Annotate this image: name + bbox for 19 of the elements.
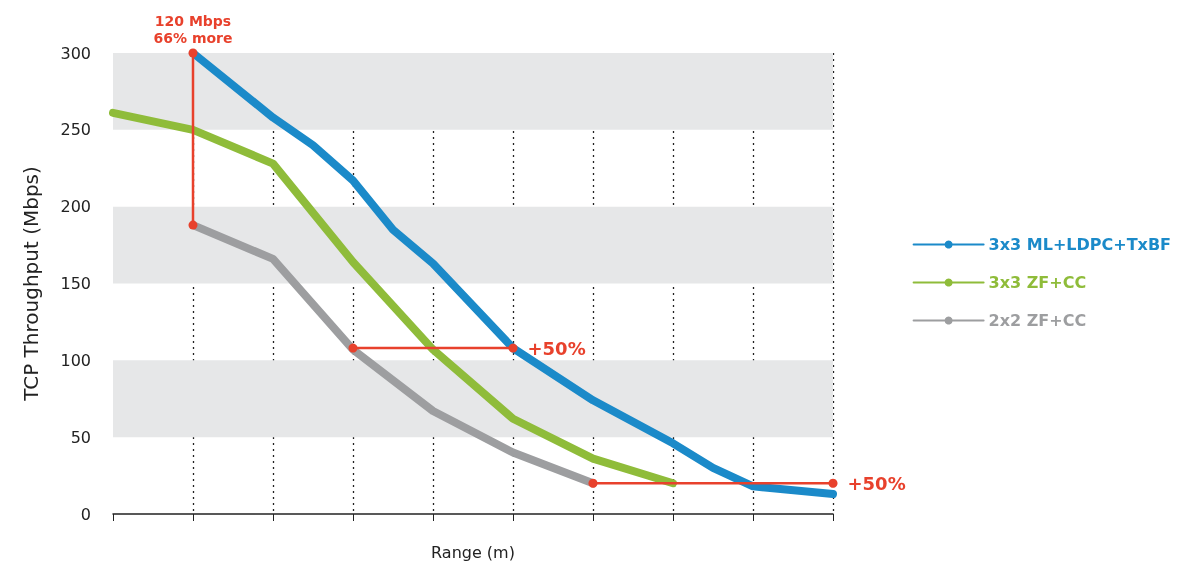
text: +50% <box>847 472 906 494</box>
y-axis-title: TCP Throughput (Mbps) <box>19 166 43 402</box>
y-tick-label: 150 <box>60 274 91 293</box>
point <box>508 343 518 353</box>
legend-label: 3x3 ML+LDPC+TxBF <box>988 235 1171 254</box>
point <box>588 478 598 488</box>
point <box>348 343 358 353</box>
x-axis-title: Range (m) <box>431 542 515 562</box>
y-tick-label: 250 <box>60 120 91 140</box>
y-tick-label: 50 <box>70 427 91 447</box>
annotation: +50% <box>527 337 586 359</box>
y-tick-label: 200 <box>60 197 91 217</box>
y-tick-label: 0 <box>80 504 91 524</box>
legend-label: 3x3 ZF+CC <box>988 273 1087 292</box>
text: 120 Mbps 66% more <box>153 12 233 46</box>
y-tick-label: 300 <box>60 43 91 63</box>
legend-label: 2x2 ZF+CC <box>988 311 1087 330</box>
y-tick-label: 100 <box>60 350 91 370</box>
point <box>828 478 838 488</box>
